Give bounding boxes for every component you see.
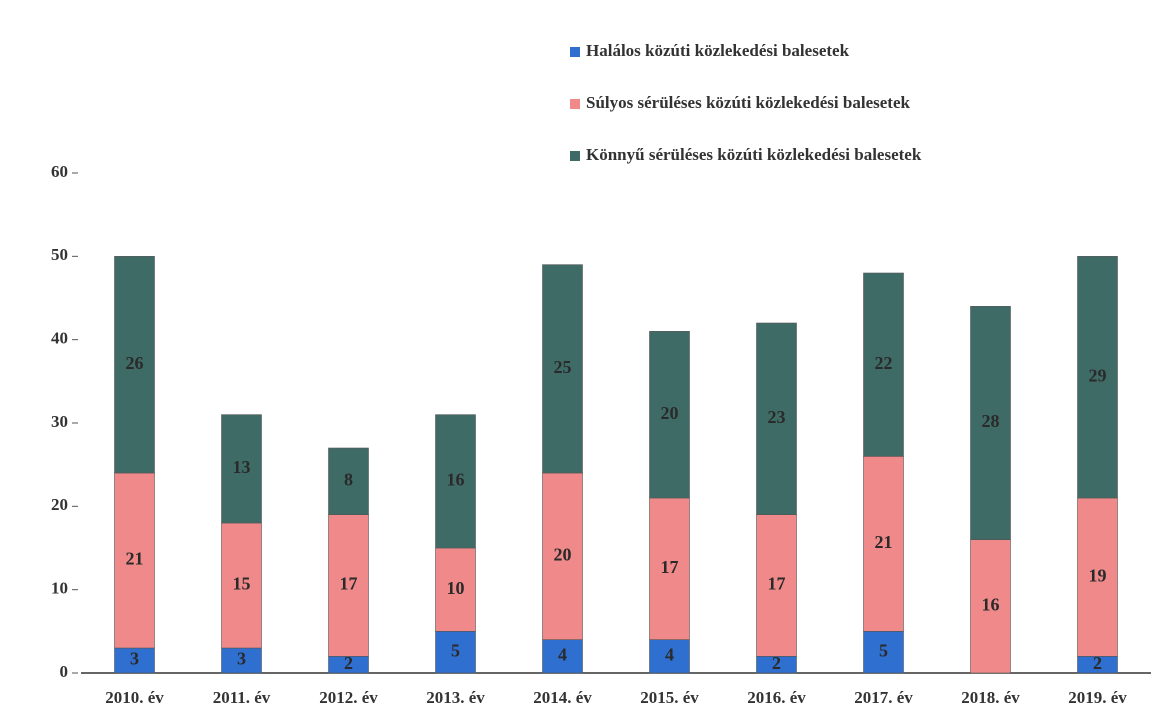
bar-segment	[1077, 497, 1118, 657]
bar-segment	[114, 647, 155, 674]
data-label: 2	[344, 653, 353, 673]
x-tick-label: 2019. év	[1068, 688, 1127, 707]
data-label: 13	[233, 457, 251, 477]
data-label: 21	[875, 532, 893, 552]
bar-segment	[649, 497, 690, 640]
x-tick-label: 2015. év	[640, 688, 699, 707]
data-label: 5	[879, 640, 888, 660]
data-label: 20	[554, 544, 572, 564]
bar-segment	[435, 631, 476, 674]
y-tick-label: 20	[51, 495, 68, 514]
x-tick-label: 2012. év	[319, 688, 378, 707]
data-label: 15	[233, 574, 251, 594]
data-label: 2	[772, 653, 781, 673]
y-tick-label: 10	[51, 579, 68, 598]
data-label: 23	[768, 407, 786, 427]
x-tick-label: 2018. év	[961, 688, 1020, 707]
x-tick-label: 2016. év	[747, 688, 806, 707]
data-label: 3	[237, 649, 246, 669]
data-label: 4	[558, 644, 567, 664]
bar-segment	[221, 522, 262, 649]
legend-label: Halálos közúti közlekedési balesetek	[586, 41, 850, 60]
data-label: 10	[447, 578, 465, 598]
bar-segment	[542, 472, 583, 640]
bar-segment	[863, 456, 904, 632]
y-tick-label: 30	[51, 412, 68, 431]
bar-segment	[221, 414, 262, 524]
legend-label: Súlyos sérüléses közúti közlekedési bale…	[586, 93, 910, 112]
bar-segment	[328, 514, 369, 657]
data-label: 20	[661, 403, 679, 423]
data-label: 25	[554, 357, 572, 377]
x-tick-label: 2017. év	[854, 688, 913, 707]
data-label: 2	[1093, 653, 1102, 673]
data-label: 3	[130, 649, 139, 669]
data-label: 17	[768, 574, 786, 594]
data-label: 16	[447, 469, 465, 489]
data-label: 17	[340, 574, 358, 594]
bar-segment	[542, 639, 583, 674]
bar-segment	[328, 447, 369, 515]
data-label: 26	[126, 353, 144, 373]
data-label: 17	[661, 557, 679, 577]
bar-segment	[970, 306, 1011, 540]
bar-segment	[863, 631, 904, 674]
legend-swatch	[570, 151, 580, 161]
bar-segment	[649, 639, 690, 674]
data-label: 19	[1089, 565, 1107, 585]
y-tick-label: 50	[51, 245, 68, 264]
legend-swatch	[570, 99, 580, 109]
data-label: 16	[982, 594, 1000, 614]
x-tick-label: 2013. év	[426, 688, 485, 707]
bar-segment	[1077, 256, 1118, 499]
bar-segment	[863, 272, 904, 457]
bar-segment	[435, 547, 476, 632]
y-tick-label: 0	[60, 662, 69, 681]
data-label: 5	[451, 640, 460, 660]
bar-segment	[114, 472, 155, 649]
data-label: 28	[982, 411, 1000, 431]
x-tick-label: 2010. év	[105, 688, 164, 707]
bar-segment	[649, 331, 690, 499]
x-tick-label: 2014. év	[533, 688, 592, 707]
bar-segment	[114, 256, 155, 474]
data-label: 4	[665, 644, 674, 664]
data-label: 21	[126, 549, 144, 569]
bar-segment	[756, 514, 797, 657]
data-label: 29	[1089, 365, 1107, 385]
bar-segment	[542, 264, 583, 474]
data-label: 8	[344, 469, 353, 489]
bar-segment	[435, 414, 476, 549]
bar-segment	[970, 539, 1011, 674]
y-tick-label: 40	[51, 329, 68, 348]
y-tick-label: 60	[51, 162, 68, 181]
legend-swatch	[570, 47, 580, 57]
x-tick-label: 2011. év	[213, 688, 271, 707]
data-label: 22	[875, 353, 893, 373]
legend-label: Könnyű sérüléses közúti közlekedési bale…	[586, 145, 922, 164]
bar-segment	[756, 322, 797, 515]
